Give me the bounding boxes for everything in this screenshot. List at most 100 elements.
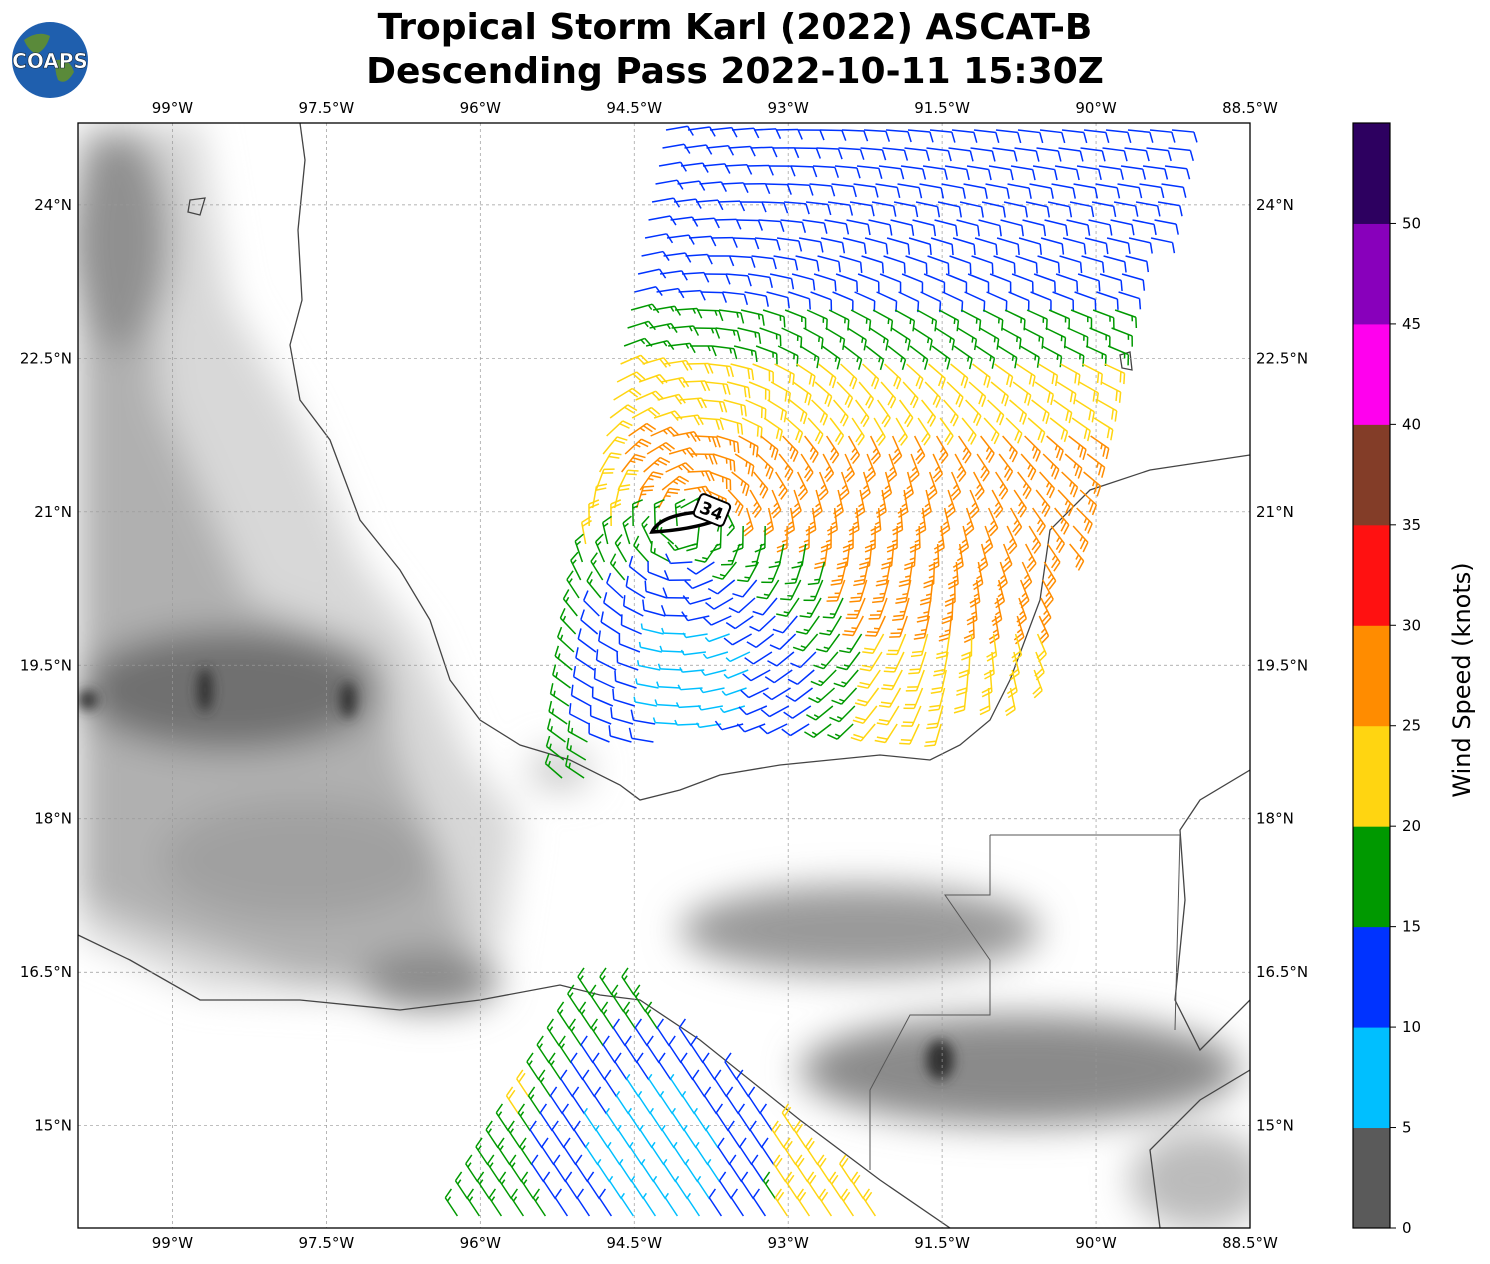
wind-barb	[947, 561, 959, 590]
wind-barb	[864, 237, 889, 255]
lon-tick-label: 99°W	[152, 1234, 194, 1252]
wind-barb	[703, 1086, 718, 1115]
wind-barb	[950, 363, 969, 389]
wind-barb	[765, 183, 792, 195]
lat-tick-label-right: 21°N	[1256, 503, 1294, 521]
wind-barb	[804, 723, 832, 739]
wind-barb	[935, 633, 951, 660]
wind-barb	[549, 683, 570, 707]
wind-barb	[632, 499, 643, 527]
wind-barb	[718, 309, 745, 324]
wind-barb	[1001, 327, 1022, 350]
wind-barb	[813, 651, 839, 670]
wind-barb	[1069, 201, 1095, 218]
wind-barb	[862, 633, 885, 654]
wind-barb	[781, 723, 810, 737]
wind-barb	[913, 615, 931, 640]
wind-barb	[732, 579, 758, 598]
wind-barb	[485, 1120, 499, 1149]
wind-barb	[630, 303, 660, 314]
wind-barb	[681, 611, 710, 622]
wind-barb	[1080, 147, 1106, 162]
wind-barb	[673, 1141, 687, 1166]
wind-barb	[495, 1103, 510, 1132]
wind-barb	[641, 1158, 655, 1183]
wind-barb	[795, 615, 820, 635]
lat-tick-label-left: 18°N	[34, 810, 72, 828]
wind-barb	[730, 363, 755, 381]
wind-barb	[723, 633, 752, 646]
wind-barb	[776, 597, 800, 618]
wind-barb	[901, 705, 922, 727]
wind-barb	[554, 1188, 569, 1217]
wind-barb	[970, 147, 996, 162]
wind-barb	[761, 561, 782, 584]
wind-barb	[1035, 489, 1051, 517]
wind-barb	[1031, 399, 1050, 424]
wind-barb	[729, 255, 756, 268]
wind-barb	[842, 615, 864, 637]
wind-barb	[654, 699, 679, 707]
wind-barb	[1139, 183, 1165, 199]
wind-barb	[663, 1158, 677, 1183]
wind-barb	[895, 417, 908, 446]
wind-barb	[1047, 543, 1061, 572]
wind-barb	[969, 489, 980, 519]
wind-barb	[566, 737, 587, 761]
wind-barb	[529, 1120, 543, 1149]
wind-barb	[564, 1171, 579, 1200]
wind-barb	[598, 630, 619, 653]
wind-barb	[733, 237, 760, 250]
wind-barb	[885, 129, 912, 143]
wind-barb	[667, 342, 696, 354]
wind-barb	[700, 291, 728, 303]
wind-barb	[886, 237, 911, 255]
wind-barb	[913, 435, 926, 465]
wind-barb	[1021, 561, 1033, 591]
wind-barb	[576, 1188, 591, 1217]
wind-barb	[829, 417, 845, 446]
wind-barb	[1002, 543, 1013, 573]
wind-barb	[618, 633, 641, 653]
wind-barb	[816, 147, 843, 160]
wind-barb	[663, 252, 692, 263]
wind-barb	[636, 1052, 650, 1081]
wind-barb	[652, 717, 678, 725]
wind-barb	[820, 525, 832, 553]
wind-barb	[1078, 381, 1099, 404]
wind-barb	[1071, 417, 1091, 442]
wind-barb	[1121, 273, 1146, 291]
wind-barb	[850, 1171, 865, 1200]
wind-barb	[1114, 309, 1138, 329]
lon-tick-label: 94.5°W	[606, 99, 662, 117]
wind-barb	[1043, 561, 1057, 590]
wind-barb	[628, 555, 648, 581]
wind-barb	[1105, 129, 1132, 143]
wind-barb	[917, 417, 931, 446]
wind-barb	[646, 441, 676, 455]
wind-barb	[805, 507, 817, 536]
wind-barb	[578, 1001, 593, 1030]
wind-barb	[900, 165, 927, 180]
wind-barb	[1013, 489, 1027, 518]
wind-barb	[878, 687, 902, 708]
wind-barb	[693, 327, 721, 339]
wind-barb	[1020, 453, 1037, 481]
wind-barb	[661, 627, 686, 635]
wind-barb	[853, 561, 870, 587]
wind-barb	[1016, 363, 1036, 387]
wind-barb	[738, 435, 759, 458]
wind-barb	[616, 651, 639, 671]
wind-barb	[924, 723, 942, 747]
wind-barb	[928, 363, 946, 389]
wind-barb	[972, 471, 985, 501]
wind-barb	[589, 984, 603, 1013]
wind-barb	[634, 1018, 649, 1047]
wind-barb	[992, 147, 1018, 162]
wind-barb	[781, 1103, 796, 1132]
wind-barb	[860, 147, 887, 161]
wind-barb	[745, 399, 767, 420]
colorbar-tick-label: 35	[1402, 516, 1421, 534]
wind-barb	[862, 363, 880, 390]
wind-barb	[697, 704, 723, 711]
